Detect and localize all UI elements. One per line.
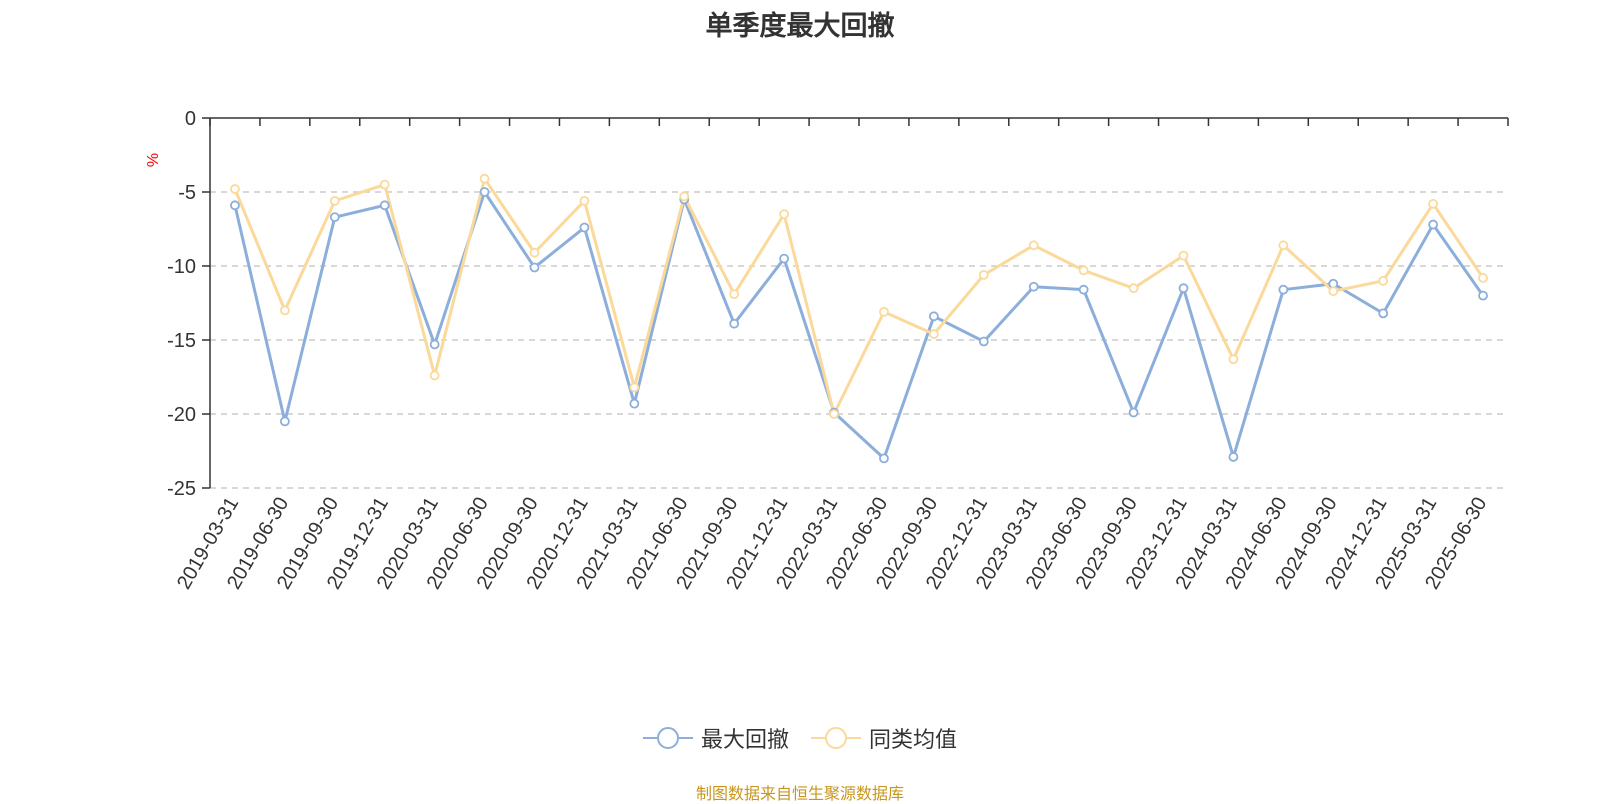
data-point-series-2[interactable] xyxy=(230,184,240,194)
data-point-series-2[interactable] xyxy=(928,329,939,339)
y-tick-label: -25 xyxy=(167,478,196,500)
y-tick-label: -10 xyxy=(167,256,196,278)
legend-item-series-1[interactable]: 最大回撤 xyxy=(642,722,789,754)
data-point-series-2[interactable] xyxy=(1328,286,1339,297)
data-point-series-2[interactable] xyxy=(529,247,540,258)
series-line-1 xyxy=(233,190,1485,460)
y-tick-label: 0 xyxy=(185,108,196,130)
y-axis-unit-label: % xyxy=(145,153,162,167)
data-point-series-1[interactable] xyxy=(529,262,540,273)
data-point-series-2[interactable] xyxy=(1278,240,1289,251)
legend-marker-icon xyxy=(642,727,693,749)
data-source-note: 制图数据来自恒生聚源数据库 xyxy=(695,784,904,803)
y-tick-label: -15 xyxy=(167,330,196,352)
data-point-series-2[interactable] xyxy=(279,305,290,316)
data-point-series-1[interactable] xyxy=(729,318,740,329)
data-point-series-2[interactable] xyxy=(479,173,490,184)
data-point-series-1[interactable] xyxy=(579,222,590,233)
data-point-series-1[interactable] xyxy=(429,339,440,350)
data-point-series-1[interactable] xyxy=(329,212,340,223)
data-point-series-2[interactable] xyxy=(1128,283,1139,294)
data-point-series-2[interactable] xyxy=(579,195,590,206)
data-point-series-1[interactable] xyxy=(879,453,889,464)
data-point-series-2[interactable] xyxy=(1178,250,1189,261)
data-point-series-1[interactable] xyxy=(1078,284,1089,295)
data-point-series-2[interactable] xyxy=(1428,198,1439,209)
data-point-series-1[interactable] xyxy=(1228,452,1239,462)
data-point-series-2[interactable] xyxy=(1228,354,1239,365)
data-point-series-2[interactable] xyxy=(329,195,340,206)
data-point-series-2[interactable] xyxy=(1378,275,1389,286)
data-point-series-2[interactable] xyxy=(729,289,740,300)
y-tick-label: -20 xyxy=(167,404,196,426)
data-point-series-1[interactable] xyxy=(279,416,290,427)
data-point-series-1[interactable] xyxy=(1128,407,1139,418)
data-point-series-1[interactable] xyxy=(379,200,390,211)
data-point-series-1[interactable] xyxy=(978,336,989,347)
chart-legend: 最大回撤 同类均值 xyxy=(0,722,1600,754)
legend-label-series-2: 同类均值 xyxy=(869,728,958,753)
chart-title: 单季度最大回撤 xyxy=(705,11,895,42)
data-point-series-1[interactable] xyxy=(928,311,939,322)
y-tick-label: -5 xyxy=(178,182,196,204)
legend-marker-icon xyxy=(811,727,861,749)
data-point-series-1[interactable] xyxy=(1428,219,1439,230)
data-point-series-1[interactable] xyxy=(779,253,790,264)
data-point-series-2[interactable] xyxy=(429,370,440,381)
series-line-2 xyxy=(233,177,1485,416)
data-point-series-1[interactable] xyxy=(1478,290,1488,301)
legend-item-series-2[interactable]: 同类均值 xyxy=(811,722,957,754)
data-point-series-2[interactable] xyxy=(1028,240,1039,251)
legend-label-series-1: 最大回撤 xyxy=(700,728,789,753)
data-point-series-2[interactable] xyxy=(779,209,790,220)
data-point-series-1[interactable] xyxy=(1378,308,1389,319)
data-point-series-1[interactable] xyxy=(230,200,240,211)
data-point-series-2[interactable] xyxy=(1478,272,1488,283)
data-point-series-2[interactable] xyxy=(379,179,390,190)
data-point-series-1[interactable] xyxy=(1028,281,1039,292)
data-point-series-2[interactable] xyxy=(829,409,839,419)
data-point-series-2[interactable] xyxy=(978,269,989,280)
data-point-series-1[interactable] xyxy=(1178,283,1189,294)
data-point-series-2[interactable] xyxy=(879,306,889,317)
data-point-series-2[interactable] xyxy=(1078,265,1089,276)
data-point-series-1[interactable] xyxy=(1278,284,1289,295)
data-point-series-1[interactable] xyxy=(479,187,490,197)
data-point-series-2[interactable] xyxy=(679,191,690,202)
data-point-series-1[interactable] xyxy=(629,398,640,409)
data-point-series-2[interactable] xyxy=(629,382,640,393)
